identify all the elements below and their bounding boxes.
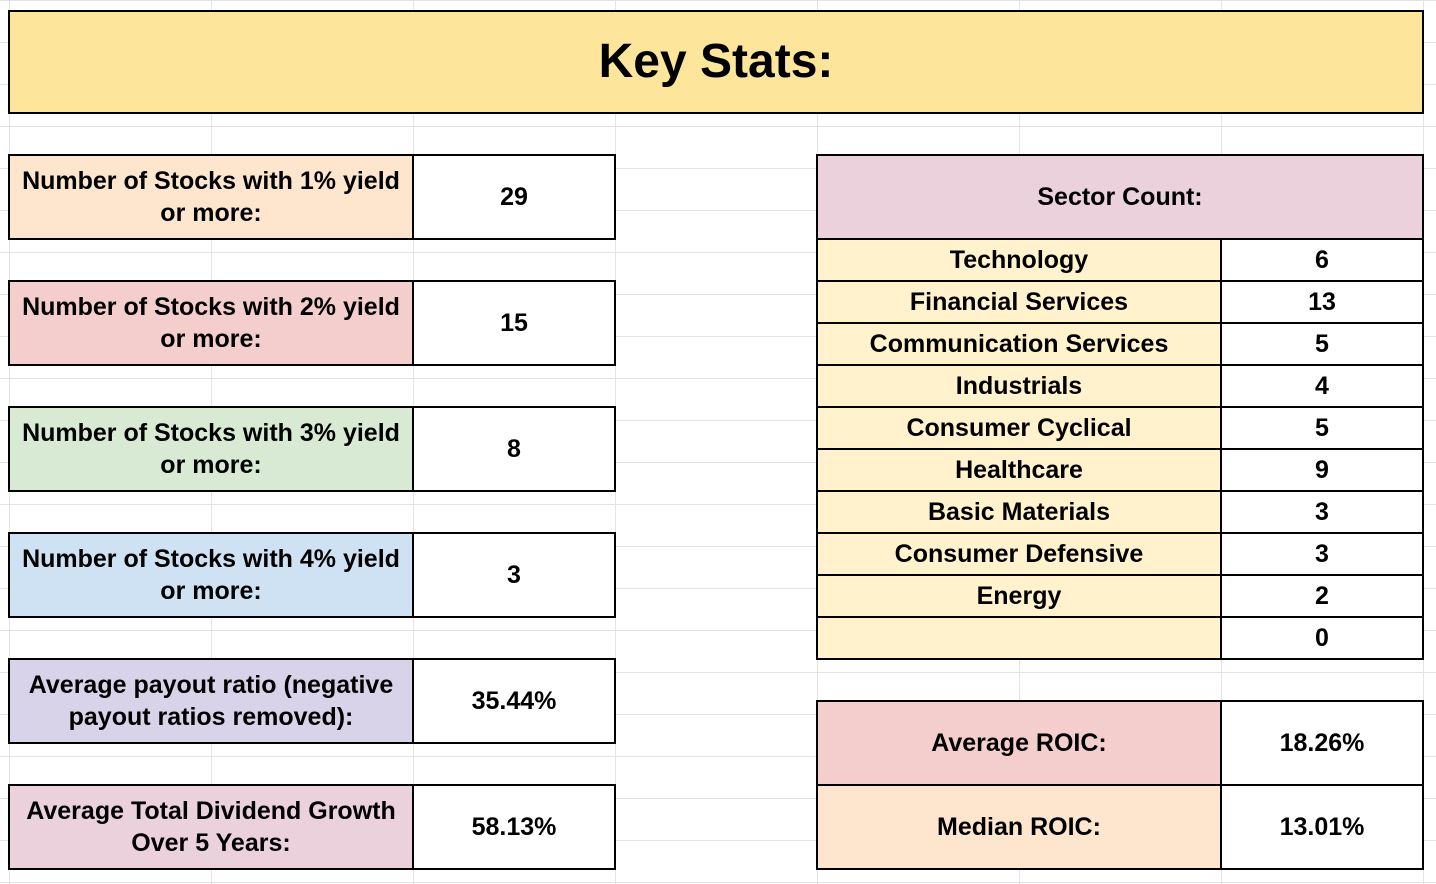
stat-value-dividend-growth[interactable]: 58.13% — [412, 784, 616, 870]
key-stats-title-text: Key Stats: — [598, 35, 834, 88]
sector-count-healthcare[interactable]: 9 — [1220, 448, 1424, 492]
sector-count-financial-services[interactable]: 13 — [1220, 280, 1424, 324]
sector-count-basic-materials[interactable]: 3 — [1220, 490, 1424, 534]
roic-value-median[interactable]: 13.01% — [1220, 784, 1424, 870]
key-stats-title[interactable]: Key Stats: — [8, 10, 1424, 114]
roic-label-median[interactable]: Median ROIC: — [816, 784, 1222, 870]
sector-count-consumer-defensive[interactable]: 3 — [1220, 532, 1424, 576]
sector-name-consumer-cyclical[interactable]: Consumer Cyclical — [816, 406, 1222, 450]
sector-count-technology[interactable]: 6 — [1220, 238, 1424, 282]
stat-value-yield-4pct[interactable]: 3 — [412, 532, 616, 618]
sector-name-communication-services[interactable]: Communication Services — [816, 322, 1222, 366]
stat-label-average-payout-ratio[interactable]: Average payout ratio (negative payout ra… — [8, 658, 414, 744]
sector-count-consumer-cyclical[interactable]: 5 — [1220, 406, 1424, 450]
roic-value-average[interactable]: 18.26% — [1220, 700, 1424, 786]
sector-name-basic-materials[interactable]: Basic Materials — [816, 490, 1222, 534]
stat-label-yield-3pct[interactable]: Number of Stocks with 3% yield or more: — [8, 406, 414, 492]
sector-name-consumer-defensive[interactable]: Consumer Defensive — [816, 532, 1222, 576]
sector-count-industrials[interactable]: 4 — [1220, 364, 1424, 408]
sector-name-financial-services[interactable]: Financial Services — [816, 280, 1222, 324]
stat-value-average-payout-ratio[interactable]: 35.44% — [412, 658, 616, 744]
sector-count-header[interactable]: Sector Count: — [816, 154, 1424, 240]
stat-label-dividend-growth[interactable]: Average Total Dividend Growth Over 5 Yea… — [8, 784, 414, 870]
sector-count-blank[interactable]: 0 — [1220, 616, 1424, 660]
stat-value-yield-3pct[interactable]: 8 — [412, 406, 616, 492]
stat-value-yield-2pct[interactable]: 15 — [412, 280, 616, 366]
stat-label-yield-2pct[interactable]: Number of Stocks with 2% yield or more: — [8, 280, 414, 366]
sector-count-communication-services[interactable]: 5 — [1220, 322, 1424, 366]
stat-label-yield-4pct[interactable]: Number of Stocks with 4% yield or more: — [8, 532, 414, 618]
sector-name-healthcare[interactable]: Healthcare — [816, 448, 1222, 492]
sector-name-blank[interactable] — [816, 616, 1222, 660]
sector-name-technology[interactable]: Technology — [816, 238, 1222, 282]
sector-name-industrials[interactable]: Industrials — [816, 364, 1222, 408]
roic-label-average[interactable]: Average ROIC: — [816, 700, 1222, 786]
stat-label-yield-1pct[interactable]: Number of Stocks with 1% yield or more: — [8, 154, 414, 240]
sector-count-energy[interactable]: 2 — [1220, 574, 1424, 618]
stat-value-yield-1pct[interactable]: 29 — [412, 154, 616, 240]
sector-name-energy[interactable]: Energy — [816, 574, 1222, 618]
